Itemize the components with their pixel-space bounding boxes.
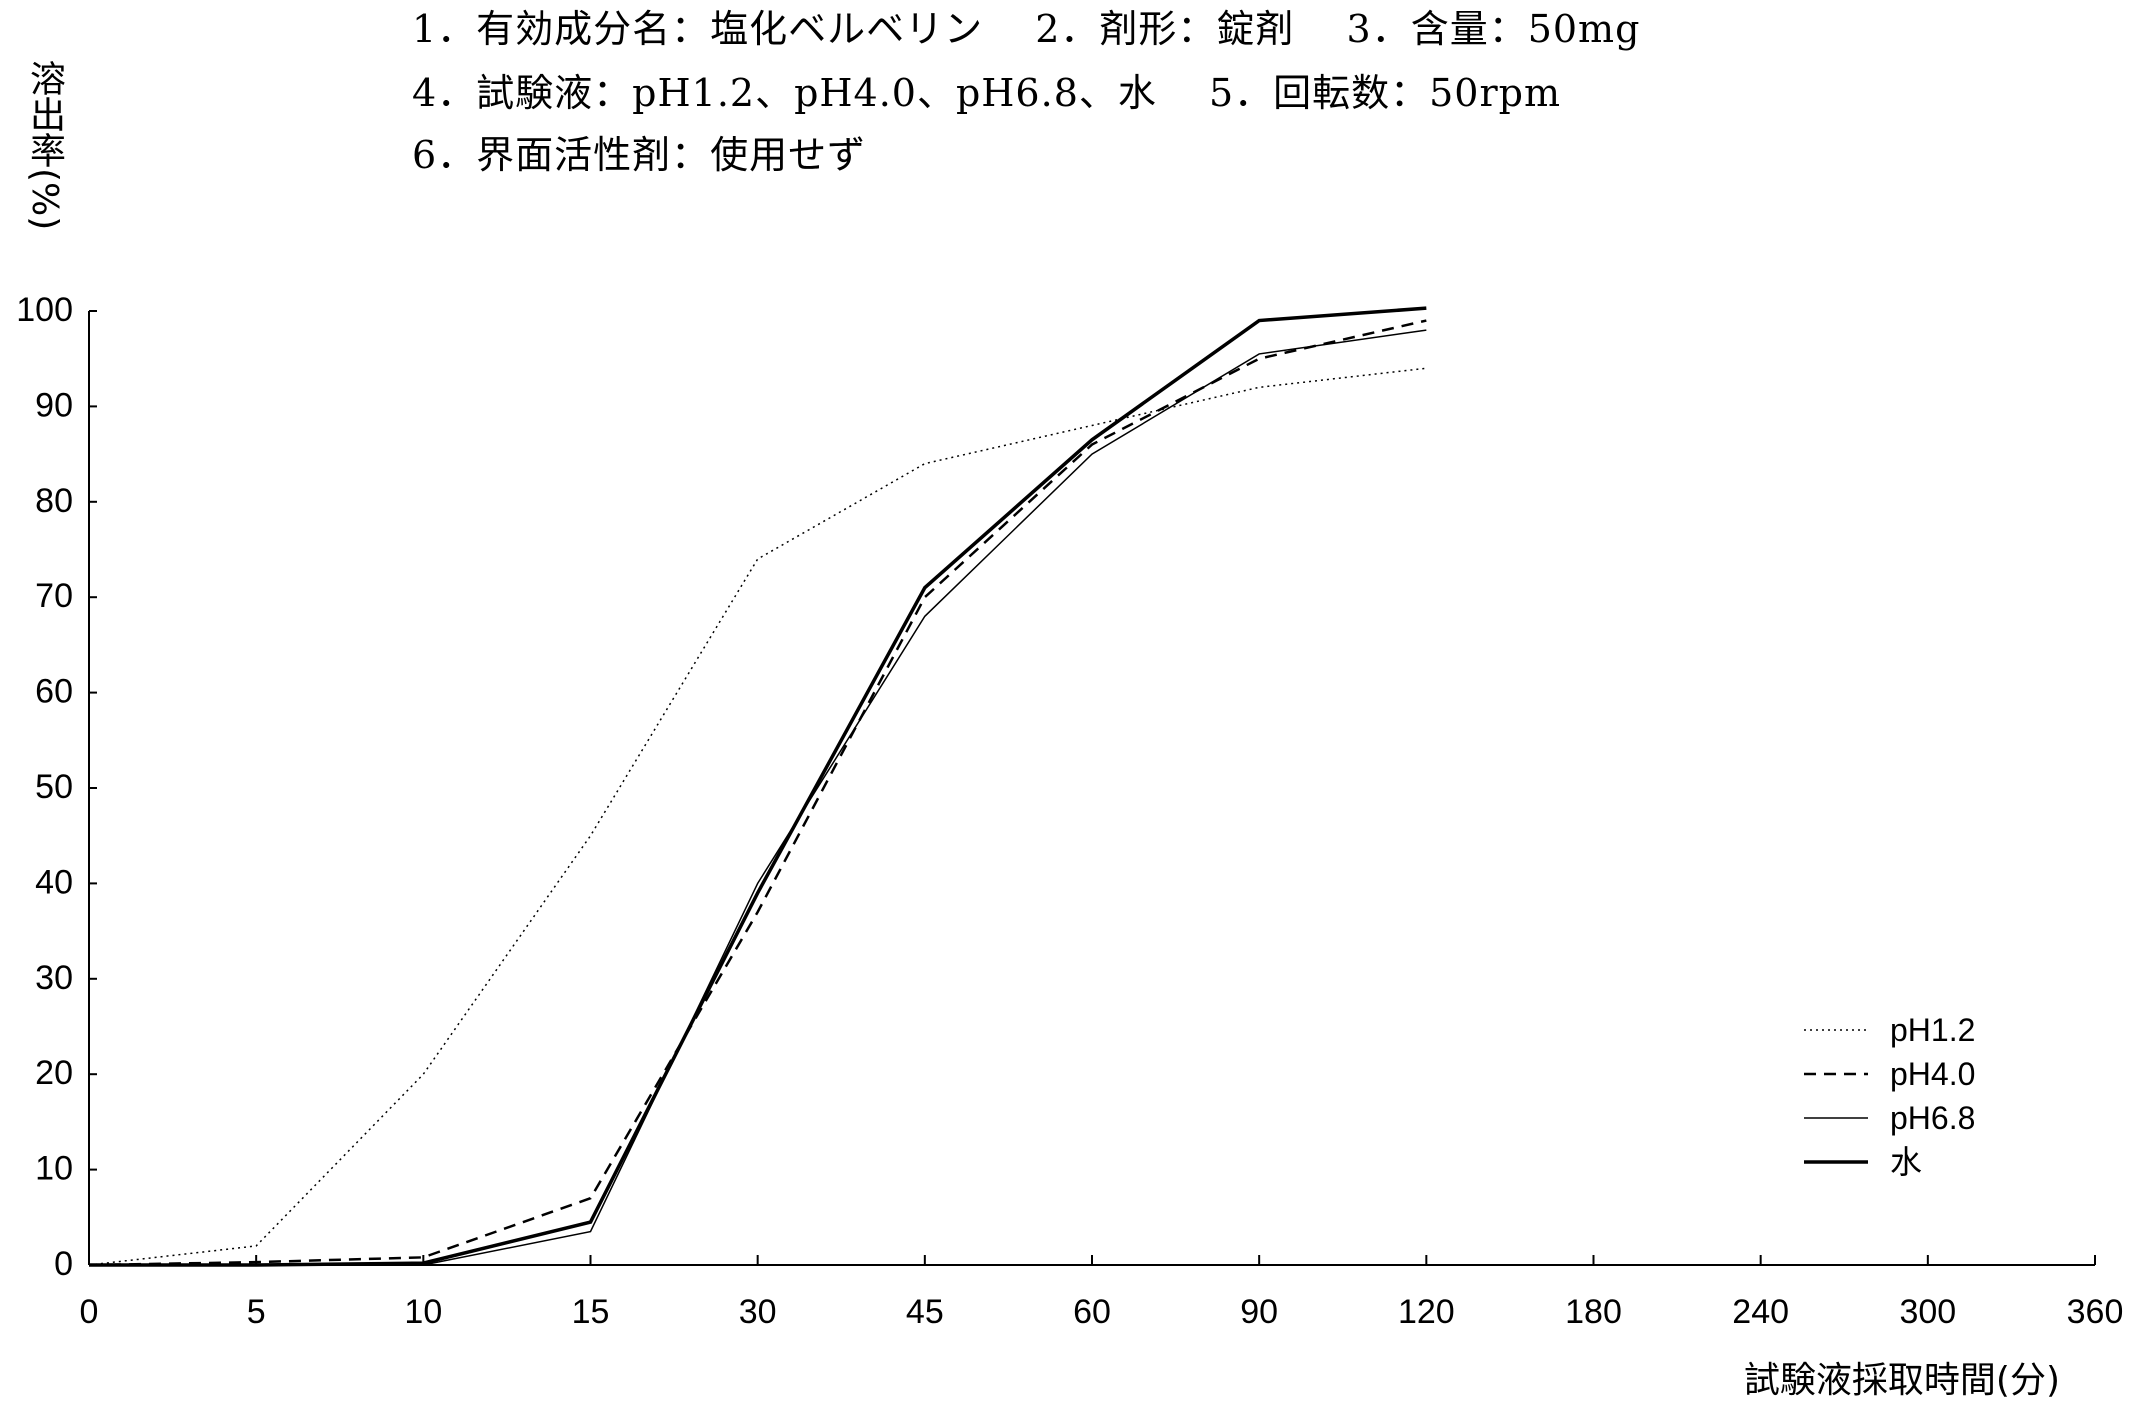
y-tick-label: 50 [35, 768, 73, 806]
x-tick-label: 60 [1073, 1293, 1111, 1331]
series-line-水 [89, 306, 1427, 1267]
y-tick-label: 80 [35, 482, 73, 520]
x-tick-label: 0 [80, 1293, 99, 1331]
x-tick-label: 30 [739, 1293, 777, 1331]
legend-label: pH6.8 [1890, 1100, 1975, 1136]
x-tick-label: 10 [404, 1293, 442, 1331]
condition-line-2: 4．試験液：pH1.2、pH4.0、pH6.8、水 5．回転数：50rpm [412, 71, 1562, 115]
x-tick-label: 90 [1240, 1293, 1278, 1331]
y-tick-label: 60 [35, 673, 73, 711]
legend-label: pH1.2 [1890, 1012, 1975, 1048]
series-line-pH4.0 [88, 319, 1427, 1267]
legend-label: 水 [1890, 1144, 1922, 1180]
y-tick-label: 40 [35, 863, 73, 901]
series-line-pH1.2 [88, 367, 1427, 1266]
y-tick-label: 10 [35, 1150, 73, 1188]
x-tick-label: 360 [2067, 1293, 2124, 1331]
y-axis-label: 溶出率(%) [24, 60, 65, 231]
y-tick-label: 30 [35, 959, 73, 997]
y-tick-label: 70 [35, 577, 73, 615]
series-line-pH6.8 [89, 329, 1427, 1266]
x-tick-label: 120 [1398, 1293, 1455, 1331]
y-tick-label: 90 [35, 386, 73, 424]
legend-label: pH4.0 [1890, 1056, 1975, 1092]
x-tick-label: 240 [1732, 1293, 1789, 1331]
x-tick-label: 5 [247, 1293, 266, 1331]
condition-line-1: 1．有効成分名：塩化ベルベリン 2．剤形：錠剤 3．含量：50mg [412, 7, 1641, 51]
x-tick-label: 15 [572, 1293, 610, 1331]
y-tick-label: 20 [35, 1054, 73, 1092]
x-tick-label: 45 [906, 1293, 944, 1331]
condition-line-3: 6．界面活性剤：使用せず [412, 133, 867, 177]
x-tick-label: 300 [1899, 1293, 1956, 1331]
x-axis-label: 試験液採取時間(分) [1744, 1360, 2060, 1401]
y-tick-label: 0 [54, 1245, 73, 1283]
y-tick-label: 100 [16, 291, 73, 329]
x-tick-label: 180 [1565, 1293, 1622, 1331]
